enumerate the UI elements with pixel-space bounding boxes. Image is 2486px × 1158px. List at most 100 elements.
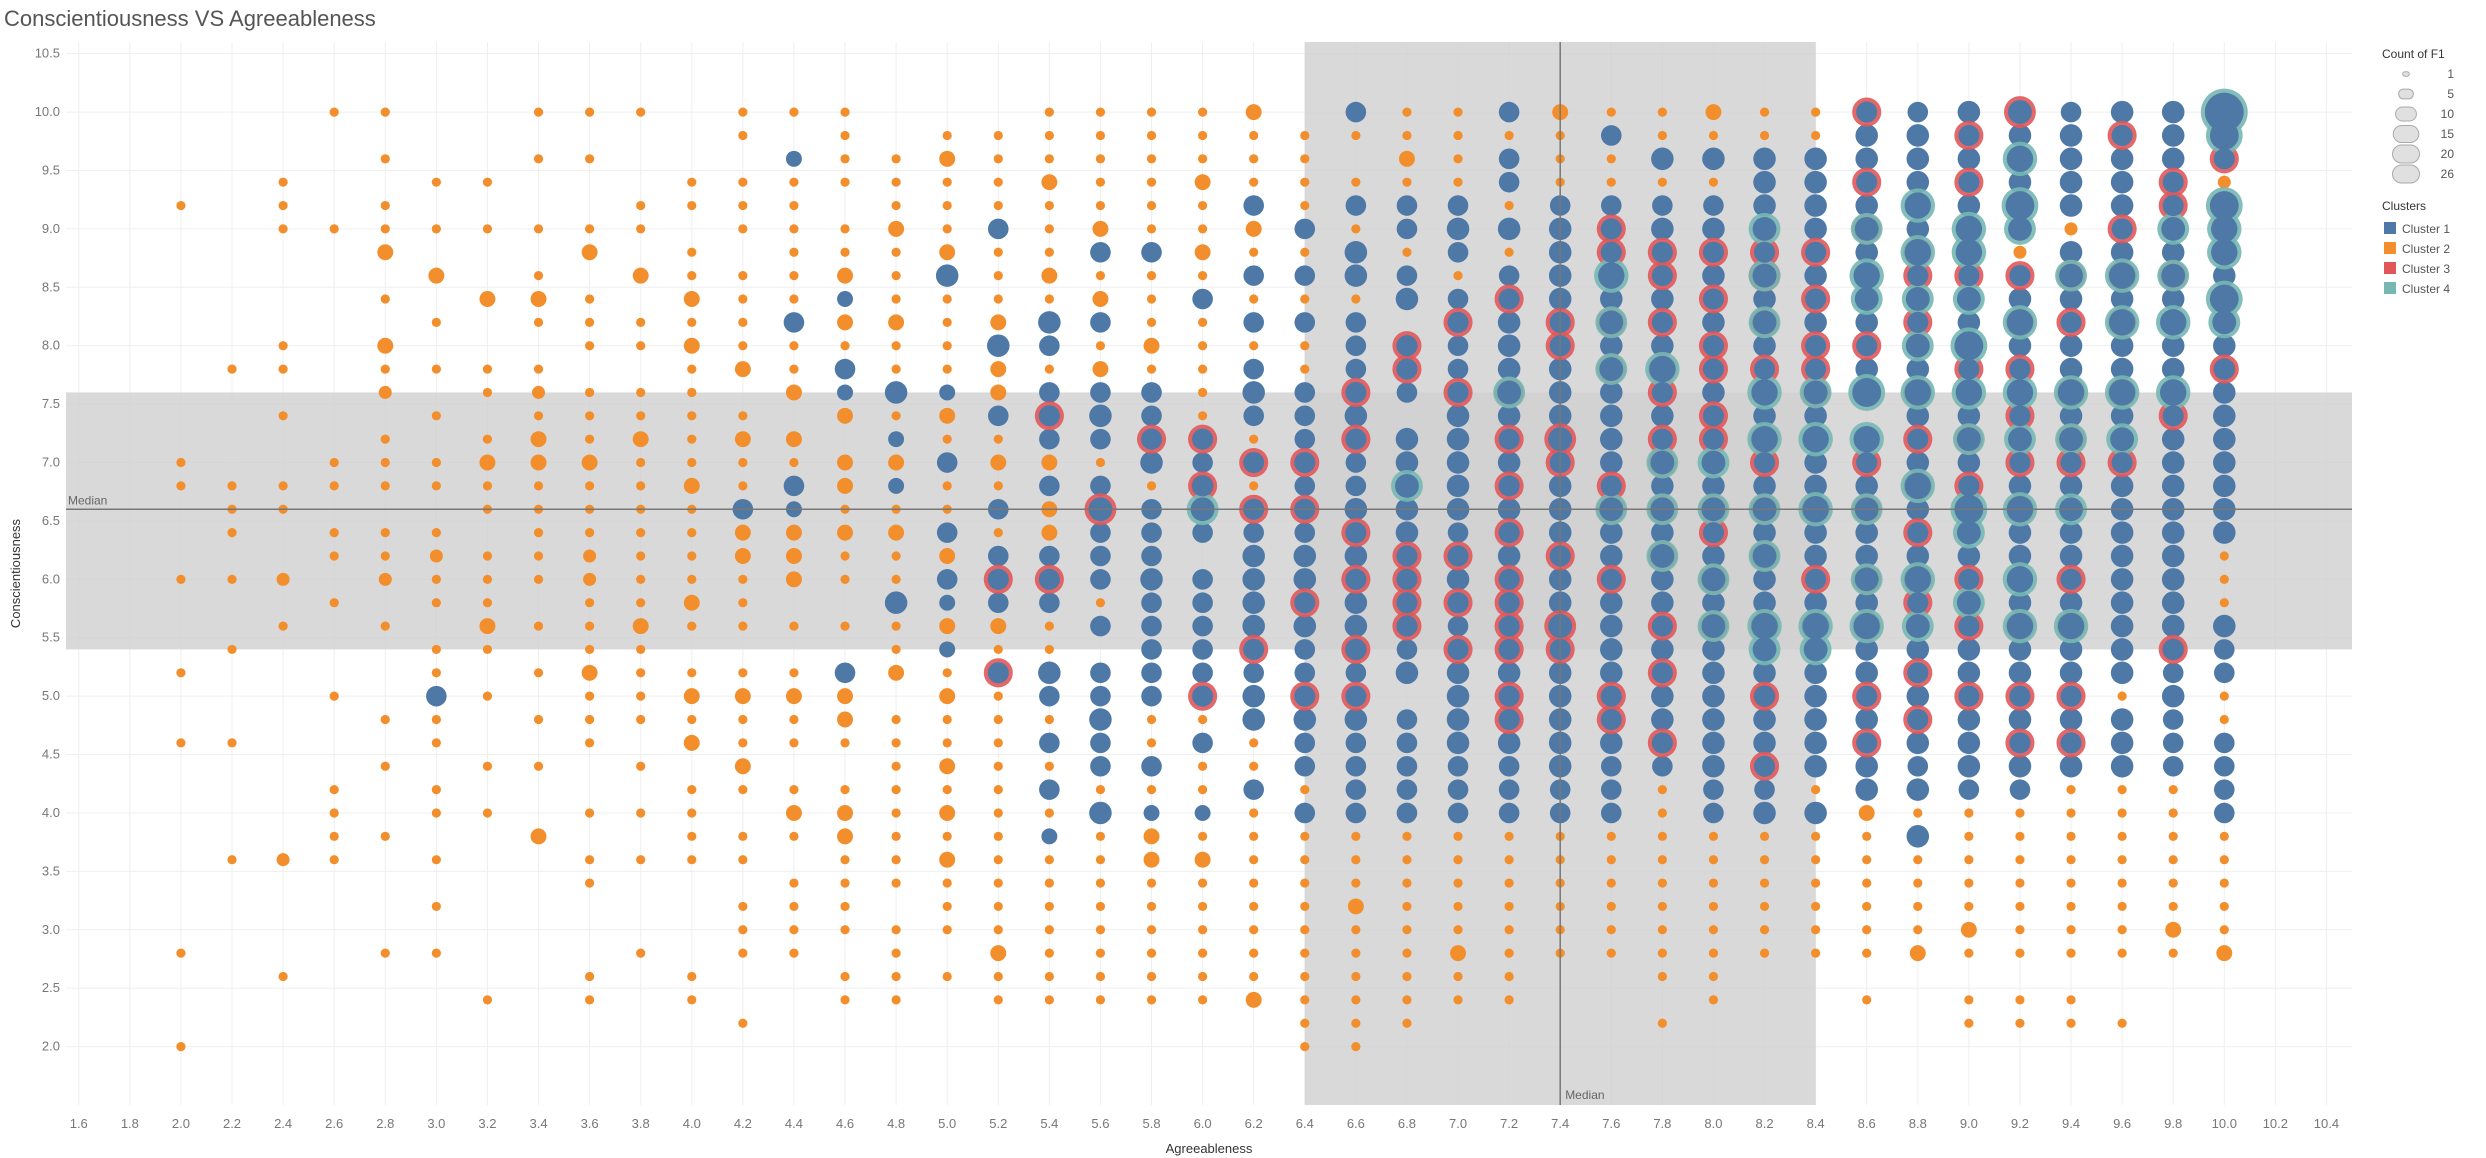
data-point (2217, 175, 2231, 189)
data-point (431, 574, 441, 584)
y-tick-label: 2.5 (42, 980, 60, 995)
data-point (1095, 457, 1106, 468)
data-point (738, 411, 748, 421)
data-point-inner (1038, 405, 1060, 427)
data-point (431, 738, 441, 748)
data-point (2213, 264, 2236, 287)
data-point (2110, 474, 2134, 498)
data-point (687, 808, 697, 818)
data-point (482, 598, 493, 608)
data-point (585, 481, 595, 491)
data-point (2117, 855, 2127, 865)
data-point (2059, 474, 2083, 498)
data-point (2219, 925, 2229, 935)
data-point (2161, 451, 2185, 474)
data-point (585, 971, 595, 982)
data-point (2161, 100, 2185, 124)
data-point (2117, 831, 2127, 841)
data-point-inner (2060, 685, 2082, 707)
data-point (1702, 591, 1725, 614)
data-point (1497, 731, 1521, 755)
data-point (1249, 247, 1259, 257)
y-tick-label: 6.5 (42, 513, 60, 528)
data-point-inner (1955, 379, 1983, 406)
data-point (993, 691, 1003, 701)
data-point (1964, 1018, 1974, 1028)
data-point (1198, 925, 1208, 935)
x-tick-label: 9.8 (2164, 1116, 2182, 1131)
x-tick-label: 8.6 (1858, 1116, 1876, 1131)
data-point (1964, 808, 1974, 818)
data-point (687, 457, 697, 468)
y-tick-label: 5.5 (42, 630, 60, 645)
data-point (1192, 288, 1213, 310)
data-point (1600, 381, 1623, 404)
data-point-inner (1447, 638, 1469, 660)
x-tick-label: 5.8 (1142, 1116, 1160, 1131)
data-point (1141, 639, 1162, 660)
data-point (431, 481, 441, 491)
data-point (1141, 685, 1162, 707)
data-point (1090, 312, 1111, 333)
data-point (888, 477, 905, 494)
data-point (1249, 948, 1259, 958)
data-point (1702, 381, 1725, 404)
data-point (585, 644, 595, 655)
data-point (533, 271, 544, 281)
data-point-inner (1243, 451, 1265, 474)
data-point-inner (1600, 685, 1622, 707)
data-point (1146, 364, 1157, 374)
data-point (936, 452, 958, 473)
data-point (1395, 661, 1419, 685)
data-point (1855, 754, 1878, 778)
data-point (632, 618, 649, 635)
data-point (683, 688, 700, 705)
data-point (1651, 568, 1674, 591)
data-point (738, 271, 748, 281)
data-point (2008, 638, 2032, 661)
data-point (789, 738, 799, 748)
data-point (1855, 544, 1878, 568)
data-point (1447, 755, 1469, 777)
data-point (533, 411, 544, 421)
data-point (942, 925, 952, 935)
data-point (278, 224, 288, 234)
data-point (1345, 195, 1367, 216)
data-point (1705, 104, 1722, 121)
data-point (1300, 200, 1310, 211)
data-point (1293, 708, 1317, 731)
data-point (783, 475, 805, 497)
data-point (2216, 945, 2233, 962)
data-point-inner (1907, 265, 1929, 287)
data-point (789, 878, 799, 888)
data-point (2214, 755, 2235, 777)
data-point-inner (2211, 239, 2238, 266)
data-point (585, 528, 595, 538)
data-point (993, 481, 1003, 491)
data-point (2066, 901, 2076, 912)
data-point (1344, 544, 1368, 568)
data-point (1600, 779, 1622, 800)
data-point (1446, 568, 1470, 591)
data-point (1345, 732, 1367, 754)
data-point (1497, 451, 1521, 474)
data-point-inner (1702, 335, 1724, 357)
data-point (2110, 731, 2134, 755)
data-point-inner (1599, 357, 1624, 382)
data-point (942, 224, 952, 234)
data-point (2213, 451, 2236, 474)
data-point (2219, 574, 2229, 584)
data-point (636, 714, 646, 725)
data-point (1249, 154, 1259, 164)
data-point (1600, 638, 1623, 661)
axes: 1.6 1.8 2.0 2.2 2.4 2.6 2.8 3.0 3.2 3.4 3.6 3.8 4.0 4… (8, 46, 2339, 1156)
data-point-inner (1752, 310, 1777, 335)
data-point (1804, 474, 1827, 498)
data-point (942, 341, 952, 351)
data-point-inner (1498, 685, 1520, 707)
data-point (636, 948, 646, 958)
x-tick-label: 9.4 (2062, 1116, 2080, 1131)
data-point (2161, 474, 2185, 498)
data-point (2117, 808, 2127, 818)
data-point (1345, 779, 1367, 800)
